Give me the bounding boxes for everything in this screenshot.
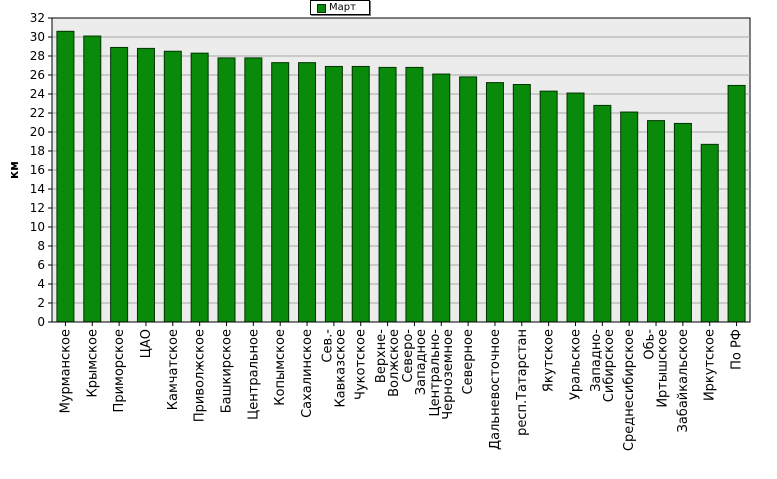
bar [727,84,746,323]
y-tick-label: 0 [37,315,45,329]
legend-label: Март [329,2,356,13]
y-tick-label: 6 [37,258,45,272]
x-tick-label: Приволжское [193,329,208,422]
x-tick-label: По РФ [730,329,745,370]
bar [83,35,102,323]
chart-legend: Март [310,0,370,15]
bar [647,120,666,323]
bar [512,84,531,323]
bar [566,92,585,323]
bar [56,30,75,323]
y-tick-label: 26 [30,68,45,82]
y-tick-label: 30 [30,30,45,44]
x-tick-label: Сев.- [320,329,335,363]
bar [110,46,129,323]
x-tick-label: Иркутское [703,329,718,401]
bar [593,104,612,323]
bar [298,62,317,323]
bar [271,62,290,323]
bar [620,111,639,323]
bar [432,73,451,323]
x-tick-label: Западно- [589,329,604,392]
x-tick-label: Кавказское [333,329,348,408]
bar [163,50,182,323]
x-tick-label: Сибирское [602,329,617,402]
x-tick-label: Крымское [85,329,100,398]
x-tick-label: Чукотское [354,329,369,400]
bar [378,66,397,323]
bar [244,57,263,323]
x-tick-label: Забайкальское [676,329,691,432]
x-tick-label: Уральское [569,329,584,400]
bar [351,65,370,323]
x-tick-label: Верхне- [374,329,389,383]
bar [405,66,424,323]
bar [673,122,692,323]
x-tick-label: Башкирское [220,329,235,413]
y-tick-label: 18 [30,144,45,158]
bar [136,47,155,323]
x-tick-label: Северо- [401,329,416,383]
x-tick-label: респ.Татарстан [515,329,530,436]
bar [485,82,504,323]
legend-swatch [317,4,326,13]
y-tick-label: 24 [30,87,45,101]
y-tick-label: 10 [30,220,45,234]
bar [190,52,209,323]
y-tick-label: 22 [30,106,45,120]
bar [539,90,558,323]
x-tick-label: Центрально- [428,329,443,417]
x-tick-label: Сахалинское [300,329,315,418]
x-tick-label: Копымское [273,329,288,406]
x-tick-label: Северное [461,329,476,394]
x-tick-label: Волжское [387,329,402,397]
bar [459,76,478,323]
x-tick-label: Среднесибирское [622,329,637,451]
x-tick-label: Камчатское [166,329,181,410]
bar [217,57,236,323]
y-axis-label: км [7,161,21,179]
y-tick-label: 16 [30,163,45,177]
x-tick-label: Обь- [643,329,658,360]
y-tick-label: 14 [30,182,45,196]
x-tick-label: Западное [414,329,429,395]
y-tick-label: 28 [30,49,45,63]
y-tick-label: 8 [37,239,45,253]
x-tick-label: Центральное [246,329,261,420]
y-tick-label: 4 [37,277,45,291]
x-tick-label: Черноземное [441,329,456,420]
x-tick-label: Дальневосточное [488,329,503,450]
y-tick-label: 20 [30,125,45,139]
y-tick-label: 2 [37,296,45,310]
x-tick-label: Приморское [112,329,127,412]
x-tick-label: ЦАО [139,329,154,358]
x-tick-label: Мурманское [58,329,73,413]
y-tick-label: 32 [30,11,45,25]
bar [324,65,343,323]
x-tick-label: Якутское [542,329,557,392]
y-tick-label: 12 [30,201,45,215]
x-tick-label: Иртышское [656,329,671,408]
bar [700,143,719,323]
